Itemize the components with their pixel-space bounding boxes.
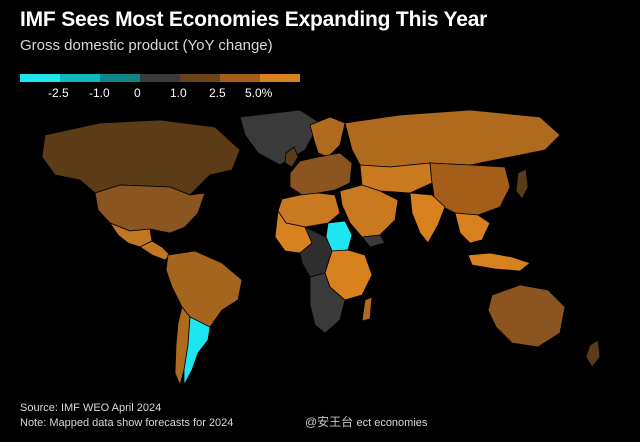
map-subtitle: Gross domestic product (YoY change) <box>20 37 273 54</box>
source-note: Source: IMF WEO April 2024 <box>20 402 162 414</box>
region-new-zealand <box>585 339 601 368</box>
legend-tick: 0 <box>134 86 141 100</box>
region-indonesia <box>467 252 531 272</box>
region-north-america <box>41 119 241 196</box>
region-yemen <box>361 234 386 248</box>
region-south-america <box>165 250 243 328</box>
region-japan <box>515 168 529 200</box>
watermark-text: @安王台 <box>305 415 354 429</box>
legend-tick: -1.0 <box>89 86 110 100</box>
region-india <box>409 192 446 244</box>
region-australia <box>487 284 566 348</box>
region-north-africa <box>277 192 341 228</box>
world-map <box>41 109 601 387</box>
legend-swatch-4 <box>180 74 220 82</box>
color-scale-legend <box>20 74 300 82</box>
footnote-tail: ect economies <box>356 417 428 429</box>
map-title: IMF Sees Most Economies Expanding This Y… <box>20 8 488 31</box>
legend-tick: 2.5 <box>209 86 226 100</box>
legend-tick: 5.0% <box>245 86 273 100</box>
legend-swatch-5 <box>220 74 260 82</box>
region-uk <box>284 146 299 168</box>
legend-swatch-0 <box>20 74 60 82</box>
region-greenland <box>239 109 321 166</box>
region-southern-africa <box>309 272 346 334</box>
legend-swatch-2 <box>100 74 140 82</box>
legend-swatch-1 <box>60 74 100 82</box>
legend-tick: 1.0 <box>170 86 187 100</box>
region-europe <box>289 152 353 196</box>
footnote: Note: Mapped data show forecasts for 202… <box>20 417 427 429</box>
legend-tick: -2.5 <box>48 86 69 100</box>
region-southeast-asia <box>454 212 491 244</box>
region-middle-east <box>339 184 399 238</box>
region-argentina <box>183 316 211 386</box>
legend-swatch-3 <box>140 74 180 82</box>
region-russia <box>344 109 561 168</box>
footnote-text: Note: Mapped data show forecasts for 202… <box>20 417 237 429</box>
region-scandinavia <box>309 116 346 158</box>
region-madagascar <box>361 296 373 322</box>
region-china <box>429 162 511 216</box>
legend-swatch-6 <box>260 74 300 82</box>
